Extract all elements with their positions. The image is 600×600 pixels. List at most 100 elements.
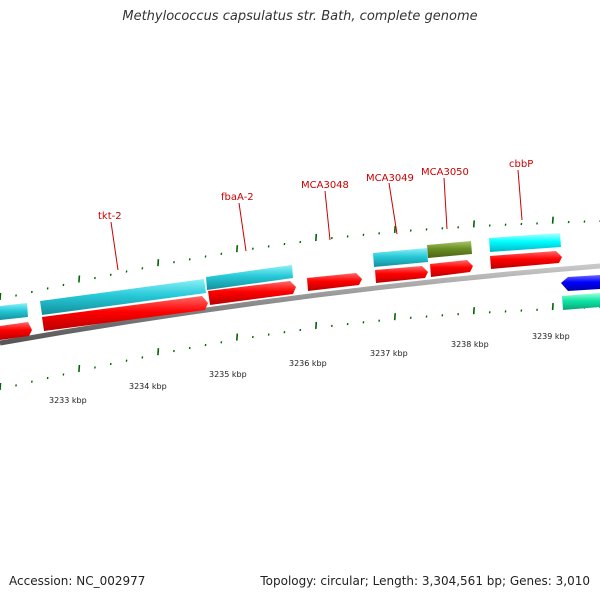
major-tick — [393, 225, 396, 233]
major-tick — [157, 348, 160, 356]
map-title: Methylococcus capsulatus str. Bath, comp… — [122, 9, 478, 24]
reverse-track — [561, 275, 600, 310]
gene-track-outer — [0, 233, 561, 320]
gene-feature-MCA3049[interactable] — [373, 248, 428, 267]
minor-tick — [457, 226, 460, 229]
minor-tick — [330, 324, 333, 328]
major-tick — [0, 382, 2, 391]
genome-summary: Topology: circular; Length: 3,304,561 bp… — [260, 574, 590, 588]
axis-tick-label: 3233 kbp — [49, 396, 87, 405]
minor-tick — [94, 366, 96, 369]
minor-tick — [425, 228, 428, 231]
minor-tick — [204, 255, 207, 258]
minor-tick — [173, 261, 175, 264]
gene-feature-reverse[interactable] — [561, 275, 600, 291]
leader-line — [388, 182, 398, 235]
minor-tick — [520, 309, 523, 312]
major-tick — [393, 313, 396, 321]
axis-tick-label: 3234 kbp — [129, 382, 167, 391]
gene-feature-MCA3050[interactable] — [427, 241, 472, 258]
minor-tick — [251, 247, 254, 250]
minor-tick — [488, 311, 491, 314]
leader-line — [324, 190, 331, 241]
cds-arrow-MCA3048[interactable] — [307, 273, 362, 291]
cds-arrow-tkt-2[interactable] — [42, 296, 208, 331]
major-tick — [0, 292, 2, 301]
major-tick — [236, 245, 239, 253]
minor-tick — [425, 315, 428, 318]
axis-tick-label: 3235 kbp — [209, 370, 247, 379]
axis-labels: 3233 kbp 3234 kbp 3235 kbp 3236 kbp 3237… — [49, 332, 570, 405]
gene-label-cbbP[interactable]: cbbP — [509, 159, 533, 170]
inner-tick-ring — [0, 303, 600, 391]
minor-tick — [267, 333, 270, 336]
label-leaders — [110, 169, 523, 271]
minor-tick — [409, 229, 412, 232]
minor-tick — [46, 287, 49, 290]
minor-tick — [362, 321, 365, 324]
axis-tick-label: 3238 kbp — [451, 340, 489, 349]
cds-arrow[interactable] — [0, 322, 32, 340]
minor-tick — [109, 362, 112, 366]
minor-tick — [583, 220, 586, 223]
minor-tick — [267, 245, 270, 248]
minor-tick — [378, 232, 381, 235]
accession-label: Accession: NC_002977 — [9, 574, 146, 588]
gene-feature-tkt-2[interactable] — [40, 279, 206, 315]
cds-arrow-cbbP[interactable] — [490, 251, 562, 269]
gene-label-MCA3049[interactable]: MCA3049 — [366, 173, 414, 184]
minor-tick — [188, 346, 191, 350]
gene-label-MCA3050[interactable]: MCA3050 — [421, 167, 469, 178]
minor-tick — [441, 314, 444, 317]
gene-label-MCA3048[interactable]: MCA3048 — [301, 180, 349, 191]
minor-tick — [536, 308, 538, 311]
gene-feature-reverse-teal[interactable] — [562, 293, 600, 310]
minor-tick — [299, 328, 302, 332]
minor-tick — [346, 235, 349, 238]
gene-feature-fbaA-2[interactable] — [206, 265, 293, 290]
minor-tick — [520, 222, 523, 226]
minor-tick — [567, 220, 570, 224]
minor-tick — [330, 236, 333, 240]
cds-track — [0, 251, 562, 340]
minor-tick — [109, 273, 112, 276]
major-tick — [78, 364, 81, 373]
gene-label-fbaA-2[interactable]: fbaA-2 — [221, 192, 254, 203]
major-tick — [551, 216, 554, 224]
axis-tick-label: 3239 kbp — [532, 332, 570, 341]
minor-tick — [504, 223, 507, 226]
cds-arrow-MCA3049[interactable] — [375, 266, 428, 283]
minor-tick — [346, 322, 349, 326]
major-tick — [236, 333, 239, 341]
minor-tick — [441, 227, 444, 230]
major-tick — [551, 303, 554, 311]
axis-tick-label: 3236 kbp — [289, 359, 327, 368]
cds-arrow-MCA3050[interactable] — [430, 260, 473, 277]
gene-feature-cbbP[interactable] — [489, 233, 561, 252]
minor-tick — [62, 283, 65, 287]
minor-tick — [62, 373, 65, 376]
minor-tick — [299, 240, 302, 244]
minor-tick — [188, 258, 191, 261]
gene-feature[interactable] — [0, 303, 28, 320]
leader-line — [443, 177, 448, 230]
minor-tick — [46, 376, 49, 380]
gene-label-tkt-2[interactable]: tkt-2 — [98, 211, 122, 222]
axis-tick-label: 3237 kbp — [370, 349, 408, 358]
outer-tick-ring — [0, 216, 600, 301]
minor-tick — [409, 316, 412, 319]
minor-tick — [362, 233, 365, 236]
leader-line — [517, 169, 523, 221]
minor-tick — [173, 349, 175, 353]
minor-tick — [536, 222, 538, 225]
leader-line — [238, 202, 247, 252]
major-tick — [157, 259, 160, 267]
minor-tick — [94, 276, 96, 280]
minor-tick — [283, 242, 286, 246]
major-tick — [78, 275, 81, 283]
major-tick — [315, 233, 318, 242]
cds-arrow-fbaA-2[interactable] — [208, 281, 296, 305]
minor-tick — [125, 270, 128, 273]
